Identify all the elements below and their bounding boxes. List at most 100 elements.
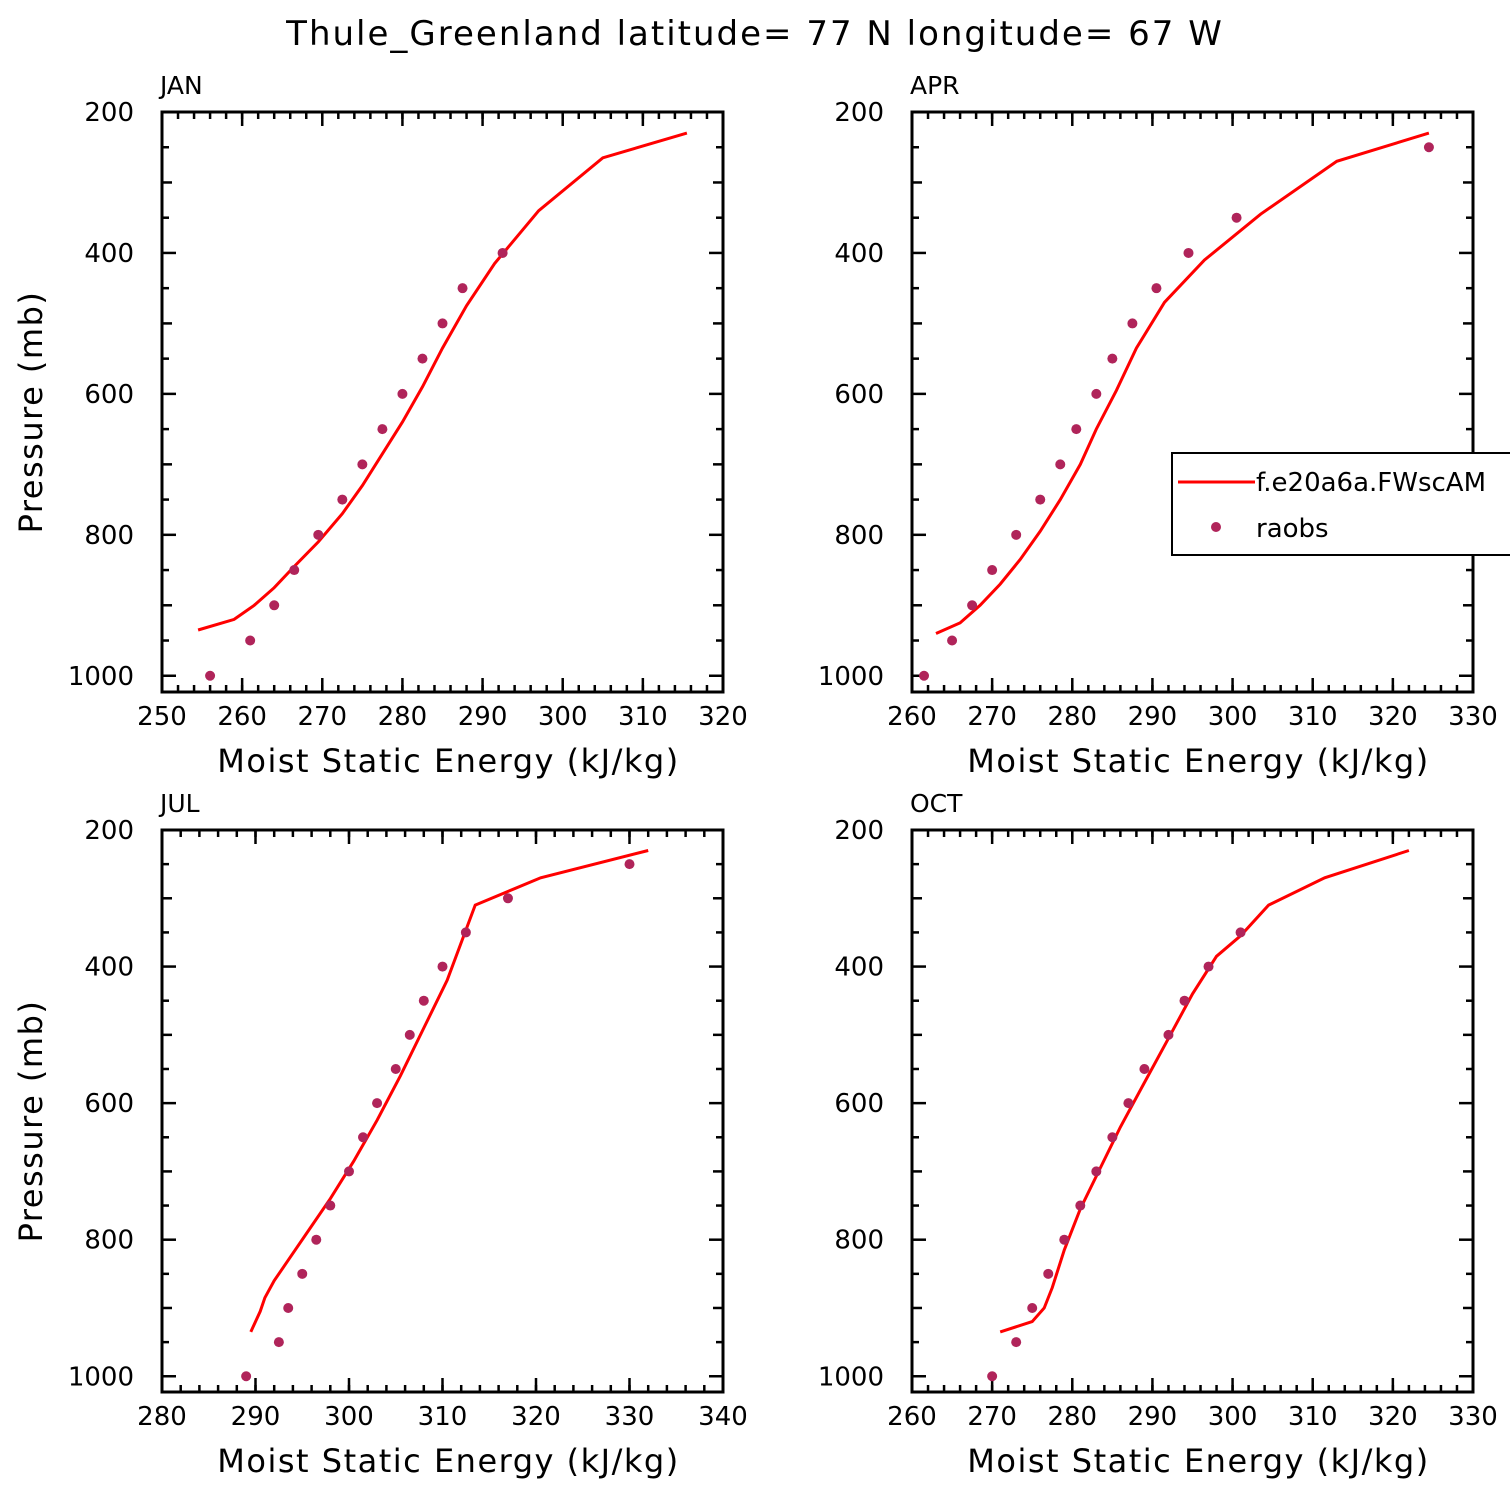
ytick-label-oct: 1000 [818,1362,884,1392]
xtick-label-apr: 310 [1288,702,1338,732]
xtick-label-jan: 260 [217,702,267,732]
raobs-point-apr [1011,529,1022,540]
xtick-label-oct: 290 [1128,1402,1178,1432]
x-axis-label-oct: Moist Static Energy (kJ/kg) [967,1442,1429,1480]
xtick-label-jan: 280 [378,702,428,732]
raobs-point-apr [1183,247,1194,258]
raobs-point-jan [397,388,408,399]
xtick-label-apr: 280 [1047,702,1097,732]
raobs-point-jul [390,1063,401,1074]
xtick-label-jul: 340 [698,1402,748,1432]
panel-title-apr: APR [910,71,960,100]
xtick-label-apr: 320 [1368,702,1418,732]
raobs-point-apr [1055,459,1066,470]
raobs-point-jul [273,1337,284,1348]
xtick-label-oct: 330 [1448,1402,1498,1432]
raobs-point-jan [417,353,428,364]
xtick-label-oct: 270 [967,1402,1017,1432]
panel-jan: JAN 250 260 270 280 290 300 310 320 200 400 600 800 1… [12,71,748,780]
raobs-point-jan [289,565,300,576]
ytick-label-oct: 400 [834,953,884,983]
xtick-label-oct: 300 [1208,1402,1258,1432]
x-axis-label-jul: Moist Static Energy (kJ/kg) [217,1442,679,1480]
xtick-label-jul: 290 [231,1402,281,1432]
panel-jul: JUL 280 290 300 310 320 330 340 200 400 600 800 1000… [12,789,748,1480]
raobs-point-oct [1139,1063,1150,1074]
raobs-point-jul [437,961,448,972]
raobs-point-oct [1235,927,1246,938]
model-series-line-jul [249,849,649,1333]
model-series-line-jan [197,131,688,632]
ytick-label-jul: 400 [84,953,134,983]
raobs-point-oct [1027,1302,1038,1313]
raobs-point-oct [1011,1337,1022,1348]
raobs-point-jan [457,283,468,294]
raobs-point-jul [283,1302,294,1313]
raobs-point-jul [460,927,471,938]
raobs-point-jan [437,318,448,329]
raobs-point-jan [337,494,348,505]
panel-title-jul: JUL [158,789,200,818]
raobs-point-apr [967,600,978,611]
plot-frame-oct [910,828,1475,1394]
raobs-point-jan [205,670,216,681]
raobs-point-jul [418,995,429,1006]
raobs-point-apr [919,670,930,681]
xtick-label-jan: 250 [137,702,187,732]
panel-title-jan: JAN [158,71,203,100]
xtick-label-apr: 260 [887,702,937,732]
xtick-label-jul: 300 [324,1402,374,1432]
raobs-point-jul [297,1268,308,1279]
raobs-point-apr [1107,353,1118,364]
raobs-point-apr [1035,494,1046,505]
legend: f.e20a6a.FWscAM raobs [1171,452,1510,556]
raobs-point-jul [325,1200,336,1211]
legend-model-label: f.e20a6a.FWscAM [1256,468,1486,498]
raobs-point-apr [1423,142,1434,153]
raobs-point-oct [1091,1166,1102,1177]
raobs-point-jul [502,893,513,904]
raobs-point-apr [987,565,998,576]
raobs-point-oct [1203,961,1214,972]
raobs-point-jan [357,459,368,470]
xtick-label-jan: 320 [698,702,748,732]
ytick-label-jan: 200 [84,98,134,128]
xtick-label-jan: 300 [538,702,588,732]
raobs-point-oct [1043,1268,1054,1279]
xtick-label-oct: 310 [1288,1402,1338,1432]
raobs-point-oct [1059,1234,1070,1245]
xtick-label-oct: 280 [1047,1402,1097,1432]
raobs-point-apr [1127,318,1138,329]
x-axis-label-jan: Moist Static Energy (kJ/kg) [217,742,679,780]
xtick-label-jul: 310 [418,1402,468,1432]
xtick-label-jul: 320 [511,1402,561,1432]
ytick-label-apr: 1000 [818,662,884,692]
raobs-point-jul [624,859,635,870]
xtick-label-apr: 330 [1448,702,1498,732]
raobs-point-oct [1107,1132,1118,1143]
ytick-label-apr: 800 [834,521,884,551]
x-axis-label-apr: Moist Static Energy (kJ/kg) [967,742,1429,780]
raobs-point-apr [1071,424,1082,435]
raobs-point-apr [947,635,958,646]
ytick-label-oct: 600 [834,1089,884,1119]
panel-oct: OCT 260 270 280 290 300 310 320 330 200 400 600 800 1… [818,789,1498,1480]
ytick-label-oct: 800 [834,1226,884,1256]
raobs-point-oct [1179,995,1190,1006]
raobs-point-jan [497,247,508,258]
raobs-point-oct [1075,1200,1086,1211]
raobs-point-oct [1163,1029,1174,1040]
raobs-point-jan [269,600,280,611]
raobs-point-apr [1091,388,1102,399]
panels-group: JAN 250 260 270 280 290 300 310 320 200 400 600 800 1… [12,71,1498,1480]
raobs-point-jul [358,1132,369,1143]
y-axis-label-jul: Pressure (mb) [12,1000,50,1243]
ytick-label-jan: 1000 [68,662,134,692]
raobs-point-jul [372,1098,383,1109]
raobs-point-jan [377,424,388,435]
raobs-point-jan [313,529,324,540]
xtick-label-apr: 290 [1128,702,1178,732]
figure-title: Thule_Greenland latitude= 77 N longitude… [285,14,1224,54]
raobs-point-jul [311,1234,322,1245]
legend-obs-marker [1211,522,1221,532]
